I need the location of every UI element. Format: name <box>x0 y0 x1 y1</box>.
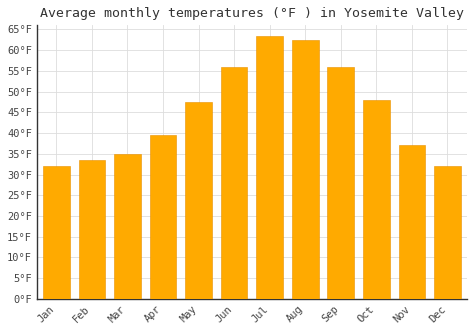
Bar <box>150 135 176 299</box>
Bar <box>256 36 283 299</box>
Title: Average monthly temperatures (°F ) in Yosemite Valley: Average monthly temperatures (°F ) in Yo… <box>40 7 464 20</box>
Bar <box>185 102 212 299</box>
Bar <box>43 166 70 299</box>
Bar <box>363 100 390 299</box>
Bar <box>221 67 247 299</box>
Bar <box>399 146 425 299</box>
Bar <box>328 67 354 299</box>
Bar <box>292 40 319 299</box>
Bar <box>114 154 141 299</box>
Bar <box>79 160 105 299</box>
Bar <box>434 166 461 299</box>
